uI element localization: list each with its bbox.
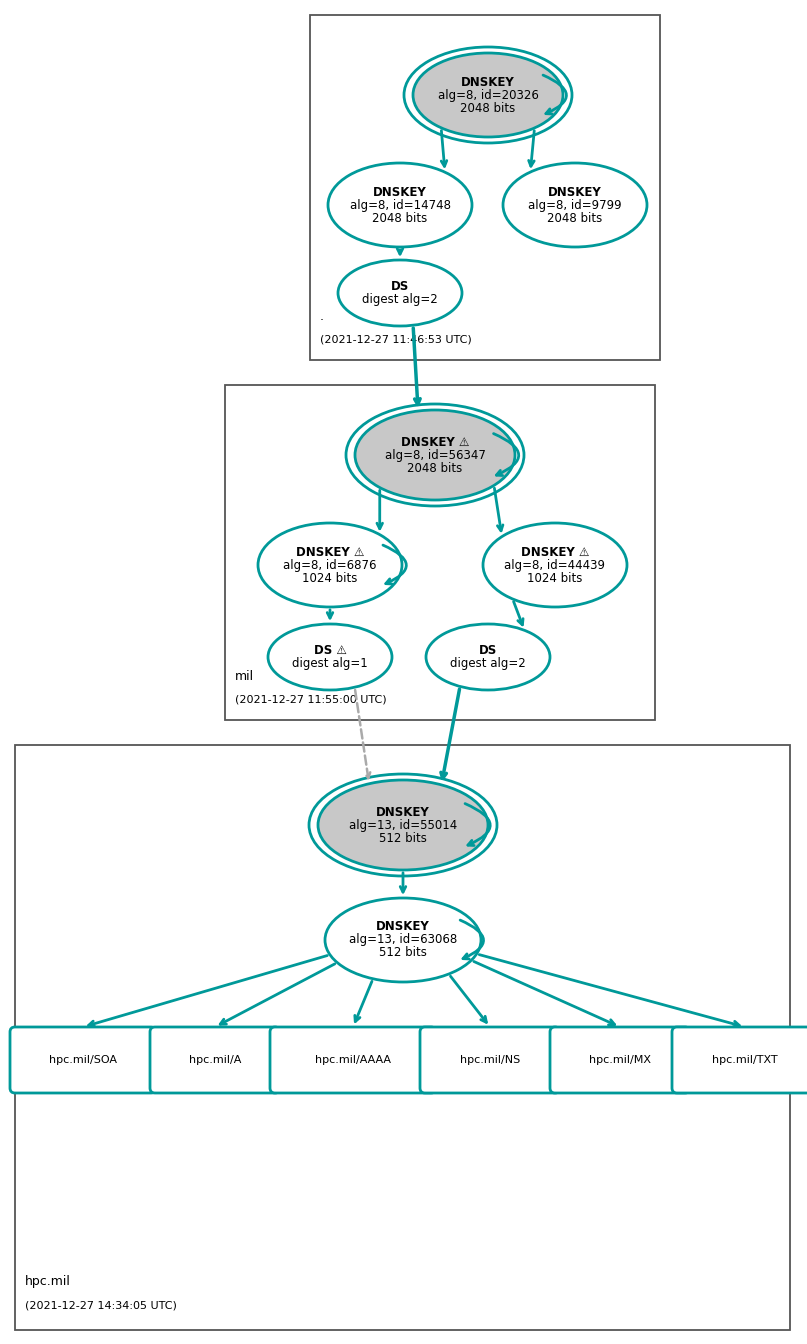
Text: 2048 bits: 2048 bits (460, 102, 516, 114)
Text: (2021-12-27 14:34:05 UTC): (2021-12-27 14:34:05 UTC) (25, 1300, 177, 1310)
Text: 1024 bits: 1024 bits (303, 571, 358, 585)
FancyBboxPatch shape (10, 1027, 156, 1093)
FancyBboxPatch shape (15, 745, 790, 1331)
FancyBboxPatch shape (420, 1027, 560, 1093)
Text: 2048 bits: 2048 bits (372, 211, 428, 224)
Text: alg=8, id=56347: alg=8, id=56347 (385, 449, 486, 461)
Text: DNSKEY: DNSKEY (373, 185, 427, 199)
Ellipse shape (328, 163, 472, 247)
Ellipse shape (338, 259, 462, 327)
Text: alg=8, id=14748: alg=8, id=14748 (349, 199, 450, 211)
Text: hpc.mil/NS: hpc.mil/NS (460, 1055, 521, 1064)
Ellipse shape (503, 163, 647, 247)
Text: alg=13, id=63068: alg=13, id=63068 (349, 934, 457, 946)
Ellipse shape (268, 624, 392, 689)
Text: hpc.mil/SOA: hpc.mil/SOA (49, 1055, 117, 1064)
Text: 512 bits: 512 bits (379, 832, 427, 844)
Text: hpc.mil/MX: hpc.mil/MX (589, 1055, 651, 1064)
Text: hpc.mil/TXT: hpc.mil/TXT (713, 1055, 778, 1064)
Ellipse shape (318, 780, 488, 870)
FancyBboxPatch shape (225, 384, 655, 720)
Ellipse shape (355, 410, 515, 500)
Ellipse shape (426, 624, 550, 689)
Text: (2021-12-27 11:55:00 UTC): (2021-12-27 11:55:00 UTC) (235, 694, 387, 704)
Ellipse shape (325, 898, 481, 982)
Text: alg=8, id=44439: alg=8, id=44439 (504, 559, 605, 571)
FancyBboxPatch shape (310, 15, 660, 360)
Text: alg=13, id=55014: alg=13, id=55014 (349, 818, 457, 832)
Text: DNSKEY ⚠: DNSKEY ⚠ (401, 435, 469, 449)
Text: 512 bits: 512 bits (379, 946, 427, 960)
Text: digest alg=2: digest alg=2 (450, 657, 526, 671)
Text: DNSKEY: DNSKEY (376, 921, 430, 934)
Text: .: . (320, 310, 324, 323)
Text: digest alg=2: digest alg=2 (362, 293, 438, 306)
FancyBboxPatch shape (150, 1027, 280, 1093)
Text: DS ⚠: DS ⚠ (314, 644, 346, 657)
Text: DNSKEY: DNSKEY (548, 185, 602, 199)
Text: DS: DS (479, 644, 497, 657)
Text: alg=8, id=20326: alg=8, id=20326 (437, 89, 538, 102)
Ellipse shape (483, 523, 627, 607)
Text: 1024 bits: 1024 bits (527, 571, 583, 585)
Text: (2021-12-27 11:46:53 UTC): (2021-12-27 11:46:53 UTC) (320, 335, 472, 344)
Text: hpc.mil/AAAA: hpc.mil/AAAA (315, 1055, 391, 1064)
Text: DS: DS (391, 280, 409, 293)
Text: hpc.mil: hpc.mil (25, 1275, 71, 1288)
Ellipse shape (258, 523, 402, 607)
Text: hpc.mil/A: hpc.mil/A (189, 1055, 241, 1064)
FancyBboxPatch shape (550, 1027, 690, 1093)
Text: DNSKEY ⚠: DNSKEY ⚠ (296, 546, 364, 559)
Text: digest alg=1: digest alg=1 (292, 657, 368, 671)
Text: 2048 bits: 2048 bits (408, 461, 462, 474)
Text: 2048 bits: 2048 bits (547, 211, 603, 224)
Text: alg=8, id=9799: alg=8, id=9799 (529, 199, 622, 211)
FancyBboxPatch shape (270, 1027, 436, 1093)
Ellipse shape (413, 52, 563, 137)
Text: alg=8, id=6876: alg=8, id=6876 (283, 559, 377, 571)
Text: mil: mil (235, 671, 254, 683)
Text: DNSKEY: DNSKEY (461, 75, 515, 89)
FancyBboxPatch shape (672, 1027, 807, 1093)
Text: DNSKEY: DNSKEY (376, 805, 430, 818)
Text: DNSKEY ⚠: DNSKEY ⚠ (521, 546, 589, 559)
